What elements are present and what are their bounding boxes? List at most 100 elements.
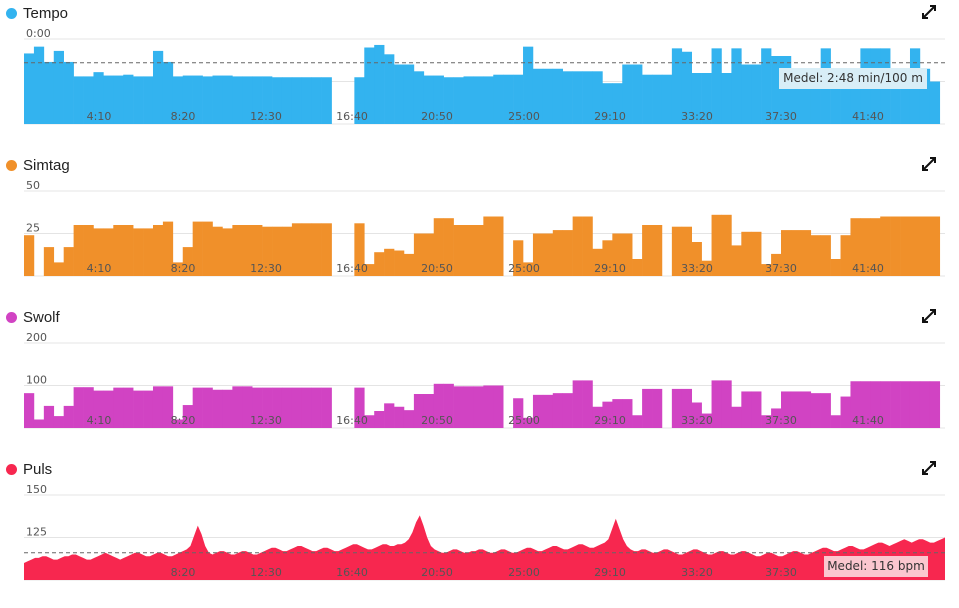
data-bar [433,383,444,428]
data-bar [232,386,243,428]
data-bar [252,225,263,276]
data-bar [523,46,534,124]
data-bar [890,381,901,428]
data-bar [113,75,124,124]
data-bar [562,71,573,124]
data-bar [403,64,415,124]
data-bar [113,225,124,276]
data-bar [691,402,702,428]
data-bar [162,386,174,428]
data-bar [133,76,144,124]
x-tick-label: 33:20 [681,110,713,123]
data-bar [123,387,134,428]
data-bar [751,231,762,276]
data-bar [800,81,812,124]
data-bar [513,74,524,124]
data-bar [222,228,233,276]
data-bar [661,74,673,124]
tempo-legend-dot [6,7,17,19]
data-bar [652,74,663,124]
data-bar [301,387,313,428]
data-bar [731,406,742,428]
data-bar [123,74,134,124]
data-bar [542,68,554,124]
data-bar [413,233,425,276]
data-bar [493,74,504,124]
data-bar [761,415,772,428]
data-bar [919,68,931,124]
data-bar [671,226,683,276]
tempo-plot: 0:005:0010:004:108:2012:3016:4020:5025:0… [24,27,945,125]
simtag-legend-dot [6,159,17,171]
data-bar [281,387,293,428]
expand-icon[interactable] [922,157,936,171]
simtag-panel: Simtag 025504:108:2012:3016:4020:5025:00… [0,152,959,304]
data-bar [172,419,184,428]
tempo-title: Tempo [23,4,69,22]
data-bar [572,380,583,428]
y-tick-label: 50 [26,179,40,192]
data-bar [291,387,303,428]
data-bar [364,264,375,276]
data-bar [212,75,223,124]
data-bar [642,74,653,124]
data-bar [612,233,623,276]
data-bar [830,415,841,428]
data-bar [681,226,693,276]
data-bar [374,411,385,428]
data-bar [870,218,881,276]
data-bar [810,81,821,124]
data-bar [43,61,55,124]
data-bar [929,81,941,124]
x-tick-label: 16:40 [336,262,368,275]
simtag-title: Simtag [23,156,70,174]
data-bar [523,417,534,428]
data-bar [880,381,891,428]
data-bar [354,387,365,428]
data-bar [182,75,193,124]
data-bar [850,381,861,428]
data-bar [652,225,663,276]
data-bar [751,64,762,124]
x-tick-label: 4:10 [87,414,112,427]
data-bar [483,385,494,428]
expand-icon[interactable] [922,309,936,323]
data-bar [473,76,484,124]
data-bar [800,391,812,428]
x-tick-label: 29:10 [594,110,626,123]
data-bar [321,77,332,124]
average-label: Medel: 2:48 min/100 m [783,71,923,85]
data-bar [433,75,444,124]
data-bar [860,381,871,428]
data-bar [810,235,821,276]
data-bar [701,73,712,124]
data-bar [272,77,283,124]
data-bar [202,221,213,276]
data-bar [172,76,184,124]
data-bar [850,68,861,124]
puls-title: Puls [23,460,53,478]
data-bar [192,75,203,124]
x-tick-label: 37:30 [765,414,797,427]
data-bar [364,47,375,124]
data-bar [182,405,193,428]
data-bar [103,75,114,124]
data-bar [262,76,273,124]
expand-icon[interactable] [922,5,936,19]
data-bar [354,77,365,124]
data-bar [532,394,544,428]
data-bar [513,240,524,276]
data-bar [870,381,881,428]
data-bar [582,216,593,276]
data-bar [810,393,821,428]
x-tick-label: 25:00 [508,262,540,275]
data-bar [503,74,514,124]
data-bar [453,225,464,276]
x-tick-label: 37:30 [765,110,797,123]
expand-icon[interactable] [922,461,936,475]
data-bar [542,233,554,276]
data-bar [701,260,712,276]
data-bar [900,381,911,428]
data-bar [311,77,322,124]
data-bar [63,247,74,276]
